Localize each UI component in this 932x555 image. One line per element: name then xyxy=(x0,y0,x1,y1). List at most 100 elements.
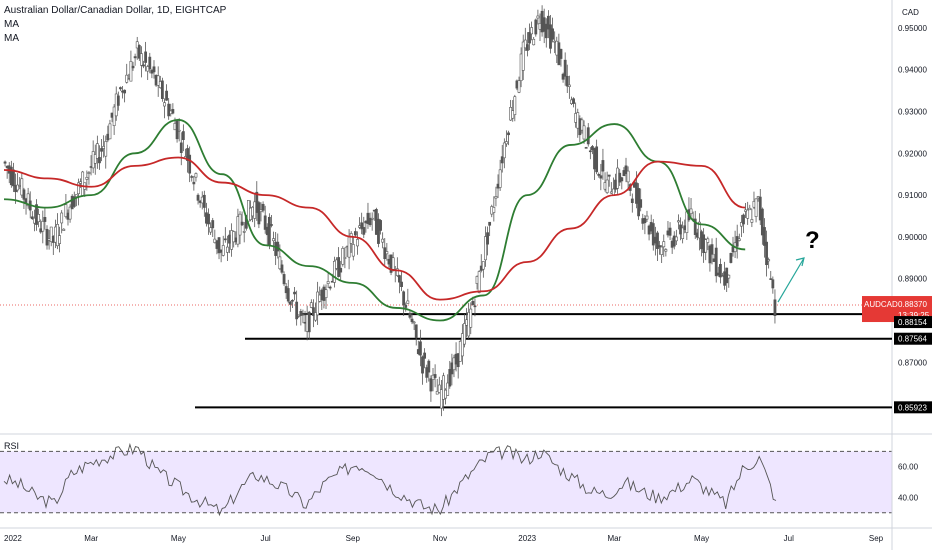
candle-body xyxy=(505,141,508,145)
candle-body xyxy=(16,184,20,191)
candle-body xyxy=(276,241,280,252)
candle-body xyxy=(750,219,754,223)
level-badge xyxy=(894,401,932,414)
candle-body xyxy=(211,220,215,229)
candle-body xyxy=(171,109,175,114)
candle-body xyxy=(469,308,473,328)
candle-body xyxy=(341,247,345,265)
candle-body xyxy=(551,28,554,40)
candle-body xyxy=(288,301,292,305)
candle-body xyxy=(651,223,655,246)
ma-indicator-2[interactable]: MA xyxy=(4,33,19,44)
candle-body xyxy=(56,224,59,247)
candle-body xyxy=(30,216,34,220)
candle-body xyxy=(232,231,236,243)
candle-body xyxy=(148,56,152,70)
candle-body xyxy=(544,23,548,39)
candle-body xyxy=(580,119,584,131)
time-tick-label: Nov xyxy=(433,534,447,543)
candle-body xyxy=(261,203,265,211)
price-unit-label: CAD xyxy=(902,8,919,17)
arrow-head xyxy=(795,257,805,267)
candle-body xyxy=(706,238,710,243)
candle-body xyxy=(144,51,148,63)
candle-body xyxy=(196,194,200,201)
candle-body xyxy=(177,129,181,132)
candle-body xyxy=(142,64,145,67)
candle-body xyxy=(314,312,317,321)
candle-body xyxy=(337,257,341,277)
time-tick-label: 2023 xyxy=(518,534,536,543)
candle-body xyxy=(425,367,429,378)
candle-body xyxy=(735,236,739,247)
candle-body xyxy=(645,215,649,220)
candle-body xyxy=(49,226,53,243)
candle-body xyxy=(131,65,135,69)
candle-body xyxy=(588,150,592,153)
candle-body xyxy=(104,141,108,157)
candle-body xyxy=(494,196,498,199)
candle-body xyxy=(423,352,427,359)
candle-body xyxy=(129,61,133,82)
candle-body xyxy=(339,267,343,273)
candle-body xyxy=(427,360,431,373)
candle-body xyxy=(356,239,359,247)
candle-body xyxy=(559,48,563,59)
time-tick-label: Jul xyxy=(784,534,794,543)
countdown-label: 13:39:25 xyxy=(898,311,930,320)
level-price-label: 0.87564 xyxy=(898,335,927,344)
time-tick-label: Sep xyxy=(346,534,361,543)
candle-body xyxy=(599,175,603,179)
candle-body xyxy=(656,232,659,249)
candle-body xyxy=(301,313,305,316)
candle-body xyxy=(408,312,412,318)
candle-body xyxy=(186,148,189,162)
candle-body xyxy=(43,217,47,222)
time-tick-label: Mar xyxy=(84,534,98,543)
time-tick-label: Sep xyxy=(869,534,884,543)
candle-body xyxy=(370,217,374,220)
candle-body xyxy=(312,307,315,316)
candle-body xyxy=(528,32,531,44)
candle-body xyxy=(746,209,750,219)
rsi-label: RSI xyxy=(4,441,19,451)
candle-body xyxy=(517,80,521,93)
candle-body xyxy=(316,291,320,316)
candle-body xyxy=(20,178,24,196)
candle-body xyxy=(160,80,164,99)
candle-body xyxy=(410,318,414,323)
candle-body xyxy=(175,119,179,140)
candle-body xyxy=(681,227,685,240)
candle-body xyxy=(446,382,450,396)
candle-body xyxy=(68,206,72,220)
candle-body xyxy=(72,196,76,207)
candle-body xyxy=(360,222,364,230)
candle-body xyxy=(727,274,731,279)
candle-body xyxy=(463,323,466,345)
price-tick-label: 0.92000 xyxy=(898,149,927,158)
candle-body xyxy=(742,214,745,225)
price-tick-label: 0.87000 xyxy=(898,358,927,367)
candle-body xyxy=(349,233,353,244)
candle-body xyxy=(333,260,336,283)
candle-body xyxy=(660,246,664,255)
candle-body xyxy=(582,125,586,140)
candle-body xyxy=(767,259,771,262)
candle-body xyxy=(221,245,225,256)
candle-body xyxy=(572,98,575,104)
price-tick-label: 0.89000 xyxy=(898,275,927,284)
level-badge xyxy=(894,316,932,329)
candle-body xyxy=(664,249,668,252)
candle-body xyxy=(620,177,624,182)
candle-body xyxy=(771,279,775,289)
ma-indicator-1[interactable]: MA xyxy=(4,19,19,30)
candle-body xyxy=(643,218,647,224)
price-tick-label: 0.91000 xyxy=(898,191,927,200)
candle-body xyxy=(513,96,517,115)
candle-body xyxy=(473,305,477,308)
candle-body xyxy=(22,189,26,200)
candle-body xyxy=(502,142,506,159)
ma-fast-line xyxy=(3,118,746,322)
legend: Australian Dollar/Canadian Dollar, 1D, E… xyxy=(4,4,226,46)
candle-body xyxy=(658,245,661,248)
